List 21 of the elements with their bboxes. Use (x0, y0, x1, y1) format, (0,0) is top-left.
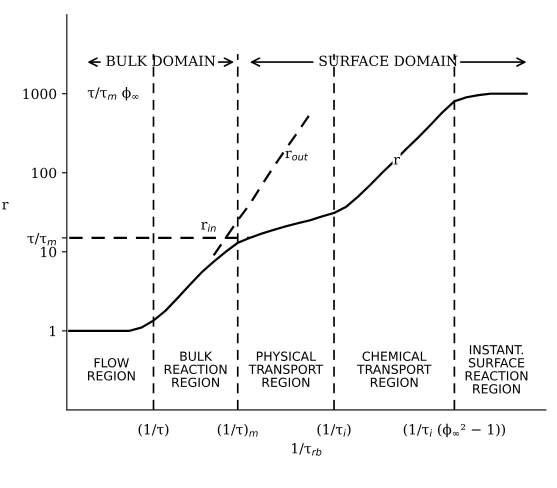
annotation: INSTANT. SURFACE REACTION REGION (466, 344, 528, 394)
annotation: BULK REACTION REGION (164, 352, 226, 388)
x-tick-label: (1/τ$_{i}$) (317, 424, 351, 437)
annotation: FLOW REGION (88, 358, 135, 381)
y-tick-label: τ/τ$_{m}$ (28, 233, 56, 246)
y-axis-title: r (2, 202, 8, 210)
y-tick-label: 1000 (23, 88, 56, 100)
x-axis-title: 1/τ$_{rb}$ (292, 442, 322, 456)
y-tick-label: 1 (50, 326, 56, 336)
y-tick-label: 100 (32, 168, 56, 178)
series-label: r$_{out}$ (285, 150, 308, 160)
x-tick-label: (1/τ)$_{m}$ (218, 424, 258, 437)
y-tick-label: 10 (41, 246, 56, 258)
annotation: BULK DOMAIN (106, 56, 216, 66)
annotation: CHEMICAL TRANSPORT REGION (356, 352, 432, 388)
series-label: r$_{in}$ (201, 222, 216, 232)
annotation: τ/τ$_{m}$ ϕ$_{∞}$ (88, 86, 138, 100)
x-tick-label: (1/τ) (138, 424, 168, 437)
x-tick-label: (1/τ$_{i}$ (ϕ$_{∞}$² − 1)) (404, 424, 506, 438)
annotation: SURFACE DOMAIN (320, 56, 458, 66)
annotation: PHYSICAL TRANSPORT REGION (248, 352, 324, 388)
